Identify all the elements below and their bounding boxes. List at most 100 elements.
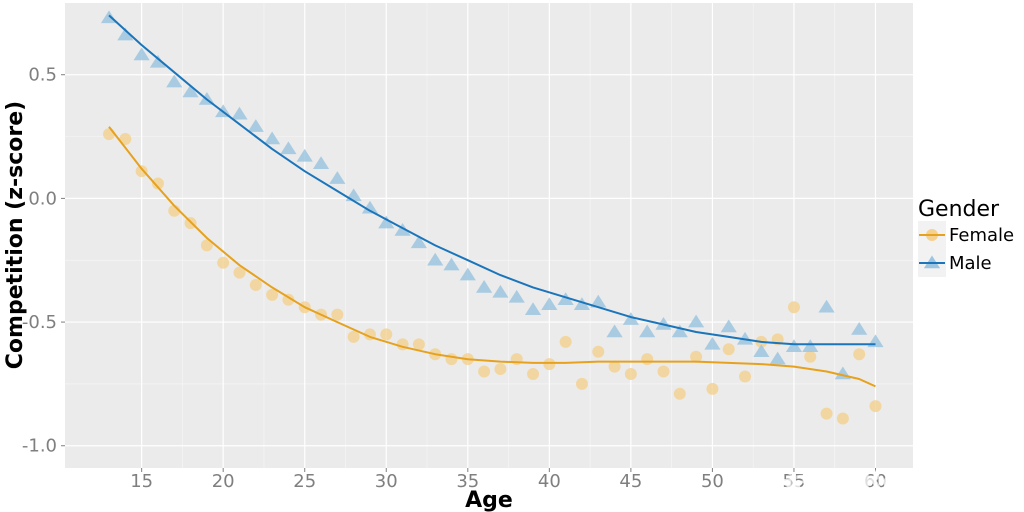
male-point	[753, 344, 770, 357]
male-point	[557, 292, 574, 306]
male-point	[492, 284, 509, 298]
x-tick-label: 20	[212, 471, 235, 492]
minor-gridlines	[65, 3, 913, 468]
x-tick-label: 40	[538, 471, 561, 492]
female-point	[575, 377, 588, 390]
female-point	[869, 400, 882, 413]
male-point	[573, 297, 591, 311]
major-gridlines	[65, 3, 913, 468]
male-point	[606, 324, 623, 338]
x-tick-label: 25	[293, 471, 316, 492]
y-tick-label: 0.0	[28, 188, 57, 209]
male-point	[443, 257, 460, 271]
female-point	[380, 328, 393, 341]
x-tick-label: 15	[130, 471, 153, 492]
female-point	[119, 133, 132, 146]
male-point	[280, 141, 297, 155]
male-point	[264, 131, 281, 145]
female-point	[478, 365, 491, 378]
male-point	[655, 317, 672, 330]
y-axis-ticks: -1.0 -0.5 0.0 0.5	[22, 65, 65, 457]
male-point	[166, 74, 183, 88]
female-point	[641, 353, 654, 366]
male-point	[818, 299, 835, 313]
male-point	[182, 84, 199, 98]
y-tick-label: -1.0	[22, 436, 57, 457]
female-point	[804, 350, 817, 363]
y-axis-title: Competition (z-score)	[3, 101, 28, 369]
female-point	[739, 370, 752, 383]
male-point	[704, 336, 721, 350]
male-point	[508, 289, 525, 303]
female-point	[103, 128, 116, 141]
x-axis-title: Age	[465, 488, 513, 512]
female-point	[233, 266, 246, 279]
male-point	[802, 339, 819, 353]
female-point	[200, 239, 213, 252]
legend-keys: Female Male	[918, 221, 1014, 277]
male-point	[247, 119, 264, 132]
fit-lines	[108, 14, 876, 388]
female-point	[445, 353, 458, 366]
male-point	[851, 321, 868, 335]
x-tick-label: 30	[375, 471, 398, 492]
x-tick-label: 35	[456, 471, 479, 492]
data-points	[100, 10, 884, 425]
watermark-text: GameRes游资网	[771, 464, 1002, 497]
plot-background	[65, 3, 913, 468]
male-point	[688, 314, 705, 328]
female-point	[527, 368, 540, 381]
male-point	[720, 319, 737, 333]
legend: Gender Female Male	[918, 197, 1014, 277]
x-axis-ticks: 15 20 25 30 35 40 45 50 55 60	[130, 468, 887, 492]
y-tick-label: -0.5	[22, 312, 57, 333]
male-point	[394, 223, 411, 236]
male-point	[622, 312, 639, 325]
x-tick-label: 60	[864, 471, 887, 492]
male-point	[459, 267, 476, 281]
male-point	[736, 331, 754, 345]
female-point	[608, 360, 621, 373]
male-point	[410, 235, 427, 249]
female-point	[624, 368, 637, 381]
female-point	[787, 301, 800, 314]
female-point	[347, 330, 360, 343]
male-point	[541, 297, 558, 311]
female-point	[543, 358, 556, 371]
female-point	[412, 338, 425, 351]
female-point	[592, 345, 605, 358]
legend-male-label: Male	[949, 253, 992, 274]
male-point	[769, 351, 786, 365]
female-point	[706, 382, 719, 395]
female-point	[151, 177, 164, 190]
female-point	[722, 343, 735, 356]
male-point	[149, 54, 167, 68]
male-point	[671, 324, 688, 338]
female-point	[853, 348, 866, 361]
male-point	[231, 106, 248, 120]
female-point	[820, 407, 833, 420]
male-point	[361, 200, 379, 214]
male-point	[427, 252, 444, 266]
male-point	[524, 302, 542, 315]
x-tick-label: 50	[701, 471, 724, 492]
x-tick-label: 45	[619, 471, 642, 492]
female-point	[249, 278, 262, 291]
x-tick-label: 55	[783, 471, 806, 492]
male-point	[590, 294, 607, 308]
male-point	[785, 339, 803, 353]
legend-title: Gender	[918, 197, 1000, 222]
male-point	[476, 279, 493, 293]
male-point	[639, 324, 656, 338]
female-point	[282, 293, 295, 306]
female-point	[494, 363, 507, 376]
legend-male-marker	[923, 255, 941, 269]
female-point	[836, 412, 849, 425]
male-point	[329, 171, 346, 184]
female-point	[331, 308, 344, 321]
female-point	[690, 350, 703, 363]
male-point	[312, 156, 330, 170]
female-point	[559, 335, 572, 348]
female-point	[135, 165, 148, 178]
male-point	[133, 47, 150, 61]
